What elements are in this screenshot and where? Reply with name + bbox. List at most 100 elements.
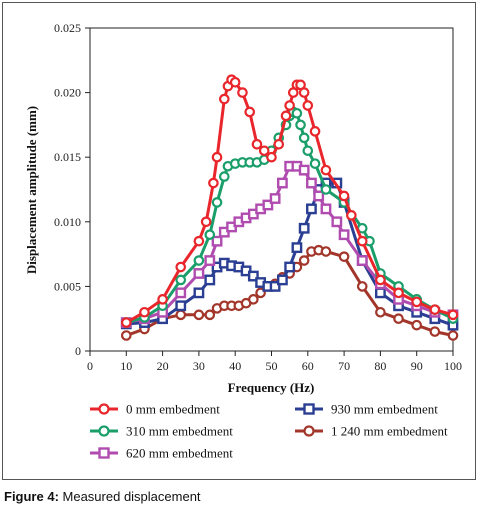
data-point [302, 145, 314, 157]
data-point [204, 229, 216, 241]
data-point [356, 281, 368, 292]
data-point [193, 235, 205, 247]
x-tick-label: 90 [411, 359, 423, 373]
data-point [284, 100, 295, 111]
data-point [98, 425, 110, 437]
data-point [193, 309, 205, 321]
series-2 [121, 106, 459, 328]
data-point [429, 304, 441, 315]
data-point [303, 425, 315, 437]
data-point [320, 164, 332, 176]
y-tick-label: 0.005 [54, 279, 81, 293]
y-tick-label: 0.025 [54, 21, 81, 35]
data-point [276, 177, 288, 189]
x-axis-title: Frequency (Hz) [228, 380, 315, 395]
data-point [298, 132, 310, 144]
data-point [298, 222, 310, 234]
x-tick-label: 50 [266, 359, 278, 373]
data-point [269, 281, 281, 292]
data-point [258, 145, 270, 157]
data-point [175, 261, 187, 273]
legend-label: 620 mm embedment [126, 446, 233, 461]
data-point [309, 158, 321, 169]
data-point [193, 255, 205, 266]
x-tick-label: 0 [87, 359, 93, 373]
y-tick-label: 0.010 [54, 215, 81, 229]
series-group [120, 74, 459, 341]
data-point [262, 199, 274, 211]
data-point [98, 403, 110, 415]
data-point [411, 296, 422, 308]
data-point [375, 274, 386, 286]
data-point [276, 274, 288, 286]
series-line [126, 181, 454, 327]
data-point [356, 235, 368, 247]
data-point [247, 270, 259, 282]
series-line [125, 110, 454, 325]
data-point [219, 93, 230, 105]
legend-label: 930 mm embedment [331, 402, 438, 417]
data-point [320, 203, 332, 215]
y-axis-title: Displacement amplitude (mm) [24, 106, 39, 274]
data-point [429, 326, 441, 337]
data-point [204, 274, 216, 286]
data-point [291, 107, 303, 119]
data-point [306, 203, 317, 215]
y-tick-label: 0 [75, 344, 81, 358]
data-point [284, 261, 296, 273]
data-point [393, 287, 404, 299]
x-tick-label: 70 [338, 359, 350, 373]
data-point [295, 119, 306, 131]
data-point [302, 100, 314, 111]
data-point [208, 177, 219, 189]
data-point [251, 138, 263, 150]
x-tick-label: 10 [120, 359, 132, 373]
x-axis-ticks: 0 10 20 30 40 50 60 70 80 90 100 [87, 351, 462, 373]
data-point [447, 309, 459, 321]
legend-item: 0 mm embedment [90, 402, 220, 417]
data-point [375, 287, 386, 299]
data-point [219, 171, 230, 182]
legend-item: 1 240 mm embedment [295, 424, 448, 439]
x-tick-label: 100 [444, 359, 462, 373]
data-point [211, 197, 223, 208]
y-tick-label: 0.020 [54, 86, 81, 100]
caption-text: Measured displacement [58, 489, 201, 504]
data-point [411, 319, 422, 331]
data-point [447, 330, 459, 341]
series-4 [120, 177, 459, 331]
data-point [244, 106, 256, 118]
x-tick-label: 20 [157, 359, 169, 373]
data-point [298, 164, 310, 176]
data-point [98, 447, 110, 459]
data-point [331, 216, 343, 228]
data-point [266, 151, 277, 163]
caption-label: Figure 4: [4, 489, 59, 504]
data-point [237, 87, 248, 98]
data-point [157, 294, 168, 305]
data-point [338, 229, 350, 241]
series-1 [121, 74, 459, 328]
data-point [273, 138, 285, 150]
x-tick-label: 80 [374, 359, 386, 373]
data-point [229, 76, 241, 88]
data-point [175, 287, 187, 299]
x-tick-label: 40 [229, 359, 241, 373]
data-point [320, 184, 332, 195]
legend-label: 1 240 mm embedment [331, 424, 448, 439]
data-point [204, 255, 216, 266]
y-axis-ticks: 0 0.005 0.010 0.015 0.020 0.025 [54, 21, 90, 358]
legend-item: 930 mm embedment [295, 402, 438, 417]
x-tick-label: 60 [302, 359, 314, 373]
data-point [393, 313, 404, 324]
data-point [306, 177, 317, 189]
data-point [269, 193, 281, 204]
data-point [211, 235, 223, 247]
data-point [139, 306, 150, 318]
legend: 0 mm embedment 310 mm embedment 620 mm emb… [90, 402, 448, 461]
data-point [346, 210, 357, 221]
chart: 0 0.005 0.010 0.015 0.020 0.025 0 10 20 30 40 50 60… [24, 21, 462, 461]
data-point [338, 251, 350, 262]
series-line [125, 164, 454, 325]
data-point [303, 403, 315, 415]
